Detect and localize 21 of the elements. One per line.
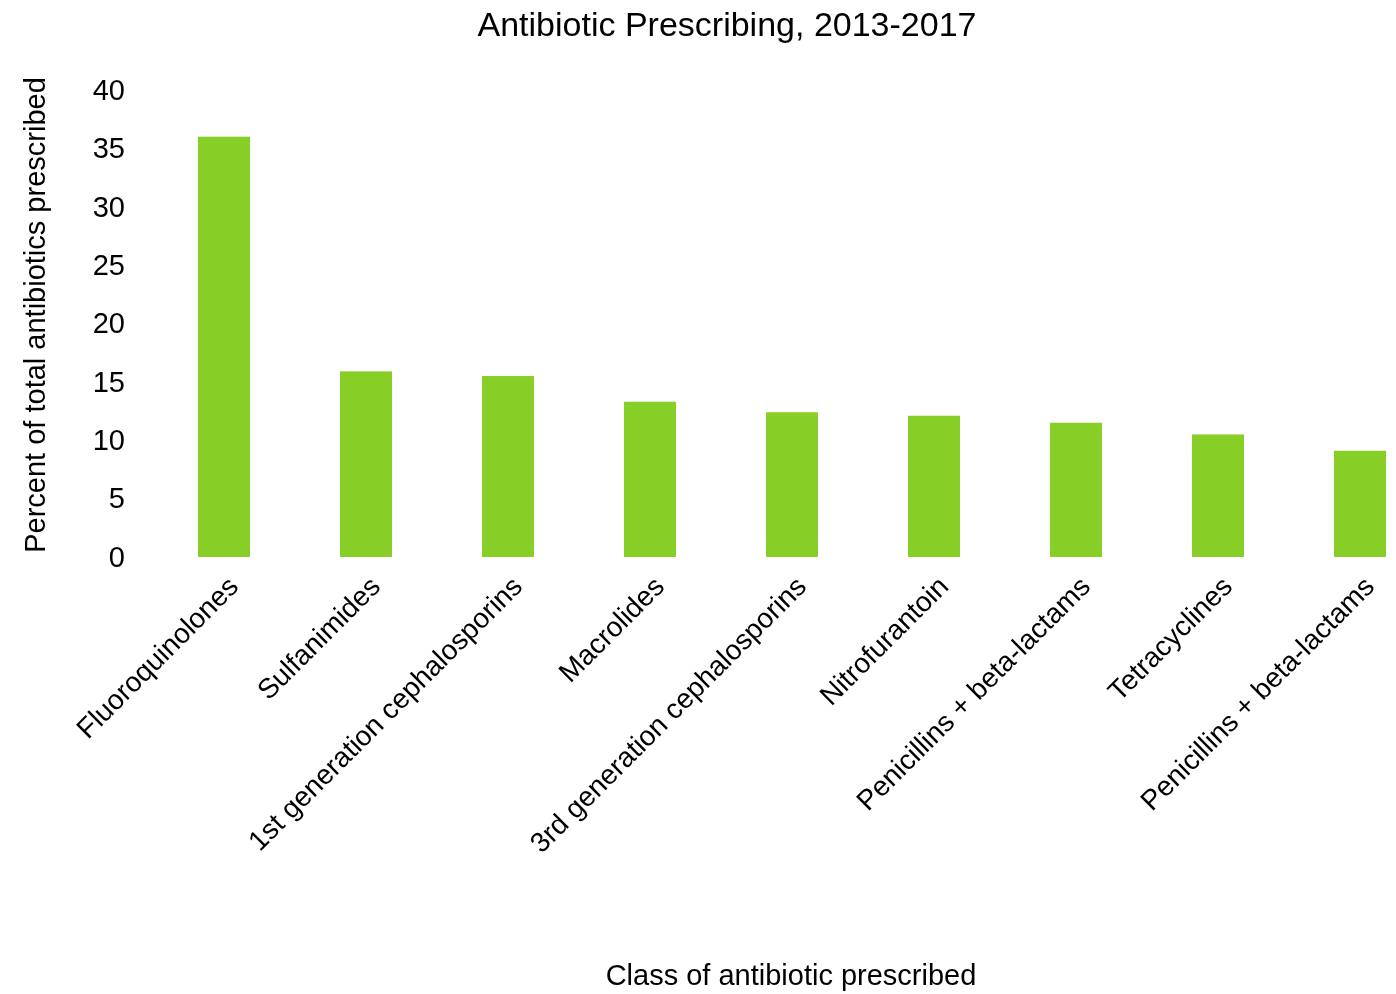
x-axis-title: Class of antibiotic prescribed xyxy=(605,959,977,991)
bar xyxy=(1192,434,1244,557)
y-tick-label: 30 xyxy=(92,190,125,223)
y-tick-label: 20 xyxy=(92,307,125,340)
y-tick-label: 5 xyxy=(108,482,125,515)
bar xyxy=(908,415,960,557)
y-axis-title: Percent of total antibiotics prescribed xyxy=(19,77,51,553)
bar xyxy=(624,401,676,557)
bar xyxy=(198,136,250,557)
y-tick-label: 40 xyxy=(92,73,125,106)
y-tick-label: 15 xyxy=(92,365,125,398)
y-tick-label: 35 xyxy=(92,132,125,165)
chart-title: Antibiotic Prescribing, 2013-2017 xyxy=(477,5,977,43)
y-tick-label: 10 xyxy=(92,424,125,457)
y-tick-label: 0 xyxy=(108,540,125,573)
bar xyxy=(766,412,818,557)
bar xyxy=(1334,450,1386,557)
y-tick-label: 25 xyxy=(92,248,125,281)
bar xyxy=(340,371,392,557)
bar xyxy=(482,376,534,557)
bar xyxy=(1050,422,1102,557)
